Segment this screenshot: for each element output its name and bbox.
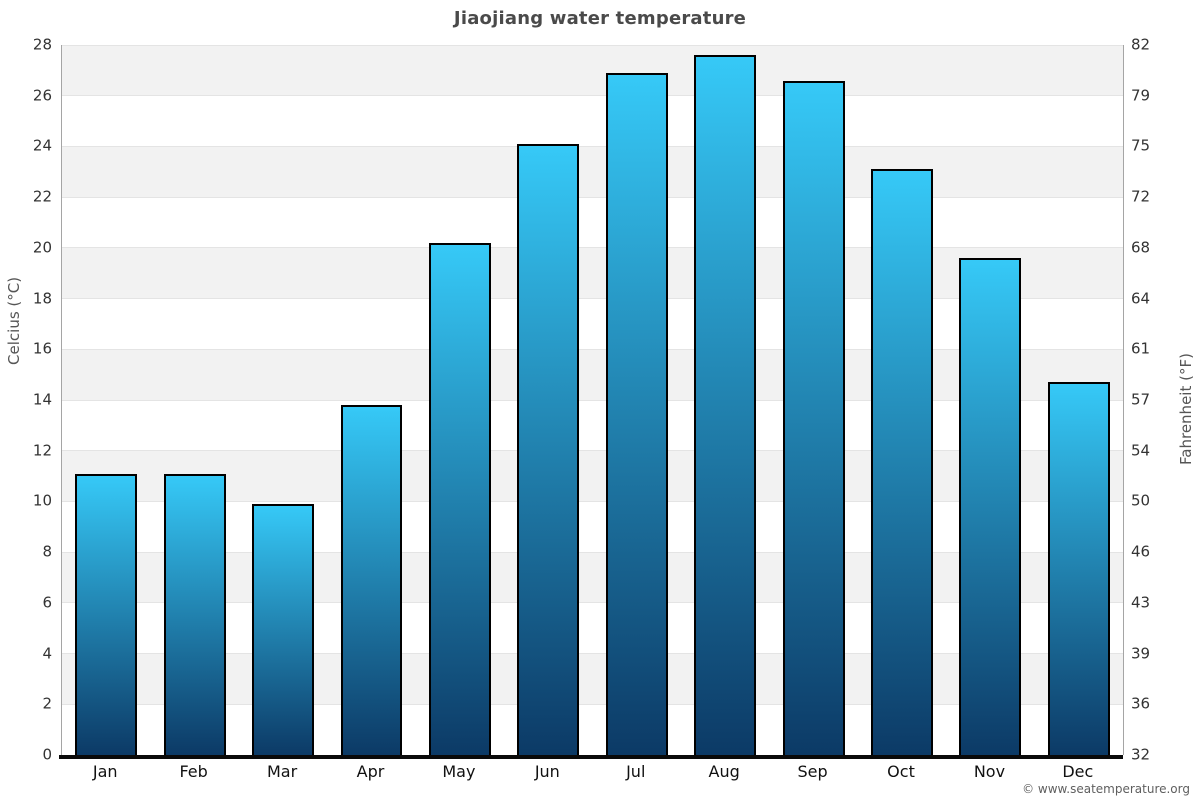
gridline: [62, 44, 1123, 46]
bar-mar[interactable]: [252, 503, 314, 755]
x-tick-may: May: [442, 762, 476, 781]
bar-may[interactable]: [428, 242, 491, 755]
bar-slot-jan: [62, 45, 150, 755]
bar-jan[interactable]: [75, 473, 138, 755]
bar-jun[interactable]: [517, 143, 580, 755]
y-tick-celsius-6: 6: [42, 593, 52, 612]
y-tick-fahrenheit-82: 82: [1131, 35, 1151, 54]
x-tick-sep: Sep: [797, 762, 828, 781]
y-tick-fahrenheit-54: 54: [1131, 441, 1151, 460]
x-tick-dec: Dec: [1062, 762, 1094, 781]
bar-oct[interactable]: [871, 169, 933, 755]
bar-slot-feb: [150, 45, 238, 755]
y-tick-fahrenheit-32: 32: [1131, 745, 1151, 764]
y-tick-fahrenheit-79: 79: [1131, 86, 1151, 105]
y-tick-celsius-10: 10: [32, 491, 52, 510]
bar-slot-jun: [504, 45, 592, 755]
bar-slot-nov: [946, 45, 1034, 755]
y-tick-fahrenheit-64: 64: [1131, 289, 1151, 308]
y-tick-fahrenheit-68: 68: [1131, 238, 1151, 257]
x-tick-mar: Mar: [266, 762, 298, 781]
gridline: [62, 95, 1123, 97]
x-tick-oct: Oct: [887, 762, 915, 781]
gridline: [62, 298, 1123, 300]
gridline: [62, 602, 1123, 604]
y-tick-celsius-18: 18: [32, 289, 52, 308]
y-tick-fahrenheit-46: 46: [1131, 542, 1151, 561]
plot-band: [62, 552, 1123, 603]
plot-band: [62, 146, 1123, 198]
bar-sep[interactable]: [782, 80, 845, 755]
bar-slot-apr: [327, 45, 415, 755]
y-tick-celsius-16: 16: [32, 339, 52, 358]
plot-band: [62, 45, 1123, 96]
x-tick-jan: Jan: [92, 762, 118, 781]
gridline: [62, 145, 1123, 147]
y-tick-celsius-4: 4: [42, 644, 52, 663]
bar-slot-aug: [681, 45, 769, 755]
bar-dec[interactable]: [1047, 382, 1110, 755]
bar-slot-mar: [239, 45, 327, 755]
y-tick-celsius-2: 2: [42, 694, 52, 713]
y-tick-fahrenheit-57: 57: [1131, 390, 1151, 409]
y-tick-fahrenheit-36: 36: [1131, 694, 1151, 713]
plot-band: [62, 653, 1123, 705]
y-tick-fahrenheit-39: 39: [1131, 644, 1151, 663]
bar-slot-may: [416, 45, 504, 755]
gridline: [62, 500, 1123, 502]
y-tick-fahrenheit-72: 72: [1131, 187, 1151, 206]
gridline: [62, 196, 1123, 198]
gridline: [62, 348, 1123, 350]
y-axis-fahrenheit-labels: 32 36 39 43 46 50 54 57 61 64 68 72 75 79 82: [1131, 37, 1191, 762]
y-tick-celsius-20: 20: [32, 238, 52, 257]
bar-feb[interactable]: [163, 473, 226, 755]
x-tick-jul: Jul: [626, 762, 646, 781]
gridline: [62, 551, 1123, 553]
y-axis-title-celsius: Celcius (°C): [5, 276, 23, 365]
bar-apr[interactable]: [340, 405, 403, 755]
gridline: [62, 703, 1123, 705]
bar-slot-jul: [593, 45, 681, 755]
bar-jul[interactable]: [605, 72, 668, 755]
bar-nov[interactable]: [959, 258, 1022, 755]
x-tick-jun: Jun: [534, 762, 560, 781]
bar-slot-oct: [858, 45, 946, 755]
y-tick-fahrenheit-75: 75: [1131, 136, 1151, 155]
y-tick-celsius-14: 14: [32, 390, 52, 409]
y-tick-fahrenheit-43: 43: [1131, 593, 1151, 612]
y-tick-celsius-26: 26: [32, 86, 52, 105]
y-tick-celsius-24: 24: [32, 136, 52, 155]
x-tick-apr: Apr: [356, 762, 385, 781]
plot-band: [62, 450, 1123, 502]
y-axis-title-fahrenheit: Fahrenheit (°F): [1177, 353, 1195, 465]
y-tick-fahrenheit-50: 50: [1131, 491, 1151, 510]
gridline: [62, 450, 1123, 452]
y-tick-celsius-12: 12: [32, 441, 52, 460]
x-tick-nov: Nov: [973, 762, 1006, 781]
copyright-credit: © www.seatemperature.org: [1022, 782, 1190, 796]
y-tick-celsius-8: 8: [42, 542, 52, 561]
plot-band: [62, 247, 1123, 299]
x-tick-aug: Aug: [708, 762, 740, 781]
y-tick-celsius-0: 0: [42, 745, 52, 764]
y-tick-celsius-22: 22: [32, 187, 52, 206]
gridline: [62, 653, 1123, 655]
x-axis-month-labels: Jan Feb Mar Apr May Jun Jul Aug Sep Oct Nov Dec: [61, 762, 1122, 781]
y-tick-celsius-28: 28: [32, 35, 52, 54]
plot-area: [61, 44, 1124, 755]
y-axis-celsius-labels: 0 2 4 6 8 10 12 14 16 18 20 22 24 26 28: [0, 37, 52, 762]
plot-band: [62, 349, 1123, 400]
x-axis-line: [59, 755, 1123, 759]
bar-aug[interactable]: [694, 55, 757, 755]
chart-title: Jiaojiang water temperature: [453, 8, 747, 29]
gridline: [62, 247, 1123, 249]
bar-slot-sep: [769, 45, 857, 755]
y-tick-fahrenheit-61: 61: [1131, 339, 1151, 358]
gridline: [62, 399, 1123, 401]
bar-series: [62, 45, 1123, 755]
x-tick-feb: Feb: [179, 762, 208, 781]
bar-slot-dec: [1035, 45, 1123, 755]
